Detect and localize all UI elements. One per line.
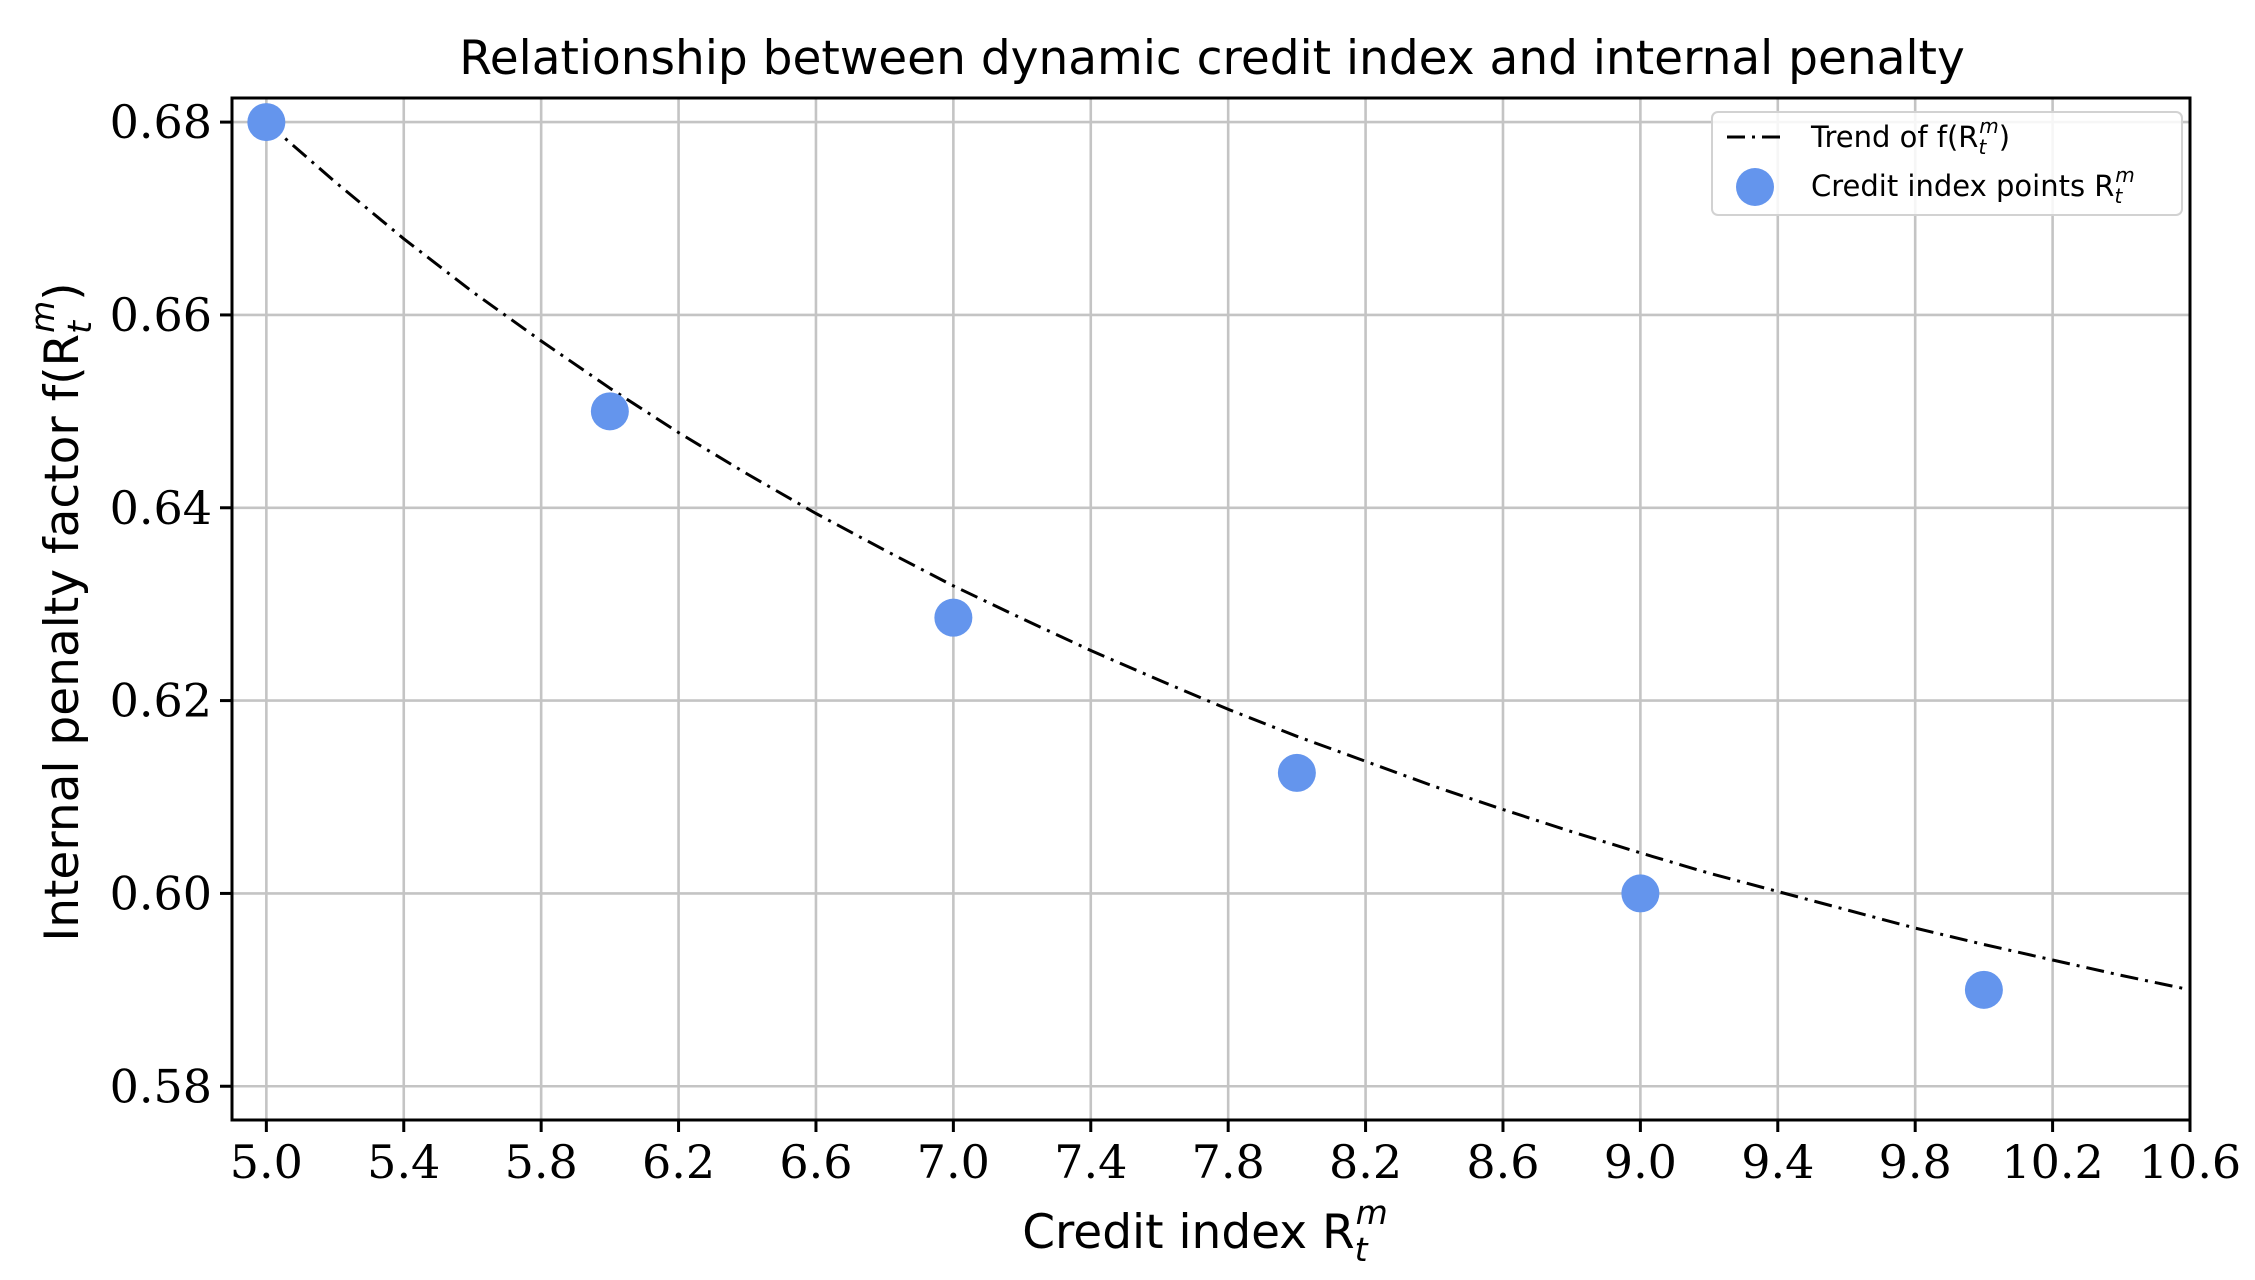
legend-points-text: Credit index points R (1811, 169, 2114, 203)
legend-trend-superscript: m (1979, 114, 1998, 138)
credit-index-point (934, 598, 973, 637)
x-axis-label-subscript: t (1355, 1230, 1369, 1269)
legend-points-subscript: t (2114, 184, 2123, 208)
y-tick-label: 0.60 (110, 866, 212, 920)
credit-index-point (1964, 970, 2003, 1009)
x-tick-label: 8.6 (1466, 1135, 1539, 1189)
axis-ticks: 5.0 5.4 5.8 6.2 6.6 7.0 7.4 7.8 8.2 8.6 9.0 9.4 9.8 1… (110, 95, 2242, 1189)
x-tick-label: 5.8 (505, 1135, 578, 1189)
x-tick-label: 6.2 (642, 1135, 715, 1189)
x-tick-label: 10.2 (2001, 1135, 2103, 1189)
legend: Trend of f(Rtm) Credit index points Rtm (1711, 111, 2183, 216)
x-tick-label: 7.0 (917, 1135, 990, 1189)
x-tick-label: 8.2 (1329, 1135, 1402, 1189)
x-axis-label-text: Credit index R (1022, 1205, 1354, 1260)
legend-marker-swatch (1736, 168, 1774, 206)
x-tick-label: 7.4 (1054, 1135, 1127, 1189)
plot-series (247, 103, 2191, 1009)
y-tick-label: 0.62 (110, 674, 212, 728)
y-axis-label-superscript: m (23, 301, 62, 333)
y-tick-label: 0.68 (110, 95, 212, 149)
credit-index-point (247, 103, 286, 142)
x-axis-label: Credit index Rtm (1022, 1193, 1388, 1269)
plot-frame (230, 96, 2192, 1122)
legend-trend-close: ) (1999, 120, 2010, 154)
credit-index-point (590, 392, 629, 431)
x-tick-label: 9.0 (1604, 1135, 1677, 1189)
y-tick-label: 0.66 (110, 288, 212, 342)
y-axis-label-subscript: t (60, 320, 99, 334)
legend-trend-text: Trend of f(R (1810, 120, 1978, 154)
y-axis-label: Internal penalty factor f(Rtm) (23, 282, 99, 941)
x-tick-label: 10.6 (2139, 1135, 2241, 1189)
x-tick-label: 7.8 (1192, 1135, 1265, 1189)
legend-points-superscript: m (2115, 163, 2134, 187)
legend-trend-subscript: t (1978, 135, 1987, 159)
x-tick-label: 5.0 (230, 1135, 303, 1189)
credit-index-point (1277, 753, 1316, 792)
x-axis-label-superscript: m (1356, 1193, 1388, 1232)
x-tick-label: 5.4 (367, 1135, 440, 1189)
x-tick-label: 9.8 (1879, 1135, 1952, 1189)
credit-index-point (1621, 874, 1660, 913)
y-tick-label: 0.58 (110, 1059, 212, 1113)
legend-entry-trend: Trend of f(Rtm) (1810, 114, 2010, 159)
x-tick-label: 6.6 (779, 1135, 852, 1189)
grid-lines (232, 98, 2192, 1120)
legend-box (1711, 111, 2183, 216)
y-tick-label: 0.64 (110, 481, 212, 535)
y-axis-label-text: Internal penalty factor f(R (35, 334, 90, 942)
legend-entry-points: Credit index points Rtm (1811, 163, 2135, 208)
y-axis-label-close: ) (35, 282, 90, 300)
chart-title: Relationship between dynamic credit inde… (459, 31, 1965, 86)
trend-line (265, 120, 2191, 992)
x-tick-label: 9.4 (1741, 1135, 1814, 1189)
